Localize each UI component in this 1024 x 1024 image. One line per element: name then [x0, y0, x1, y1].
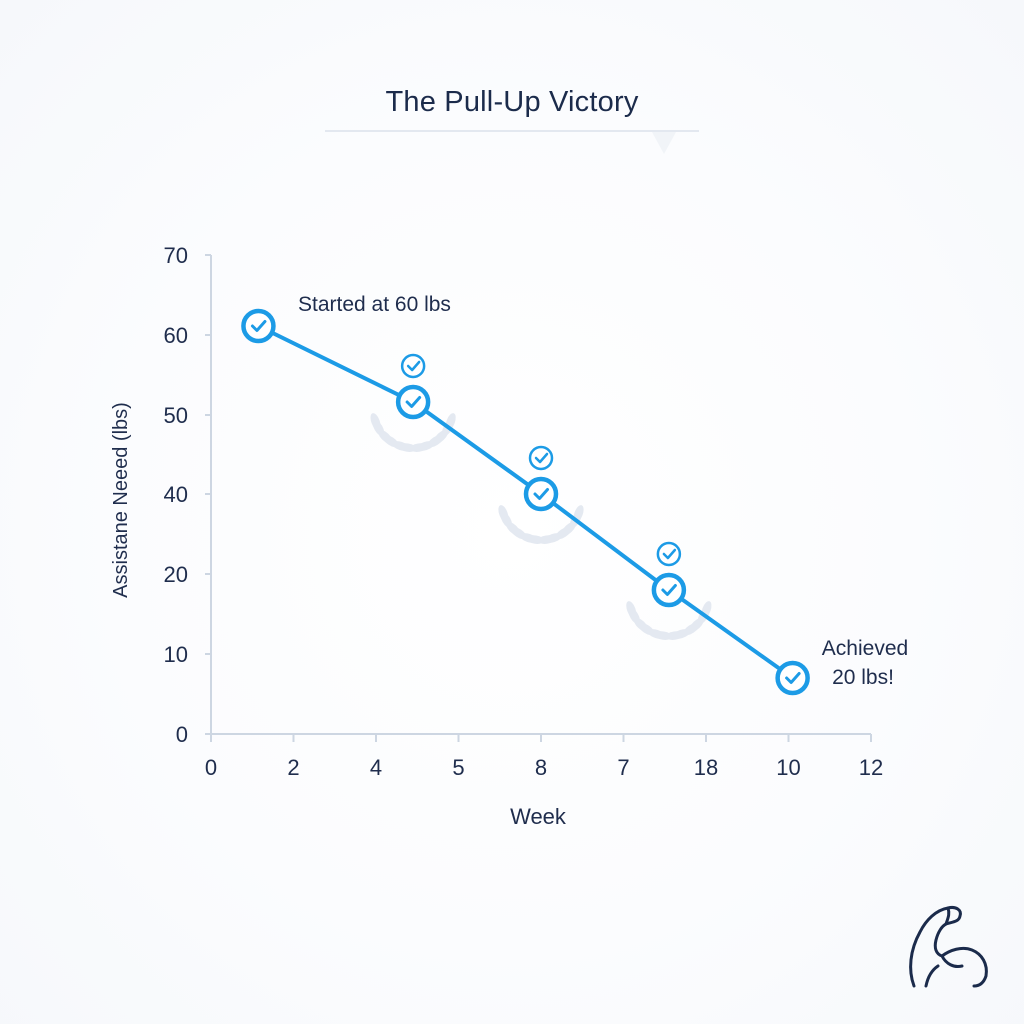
laurel-leaf	[665, 631, 684, 640]
chart-title: The Pull-Up Victory	[385, 86, 639, 118]
check-icon	[250, 320, 267, 332]
check-icon	[661, 584, 677, 596]
badge-circle	[528, 445, 554, 471]
x-tick-label: 7	[617, 755, 629, 780]
data-point	[241, 308, 276, 344]
data-point-circle	[775, 660, 810, 696]
laurel-leaf	[647, 629, 666, 639]
check-icon	[533, 488, 549, 500]
title-notch	[652, 132, 676, 154]
x-tick-label: 5	[452, 755, 464, 780]
data-point	[775, 660, 810, 696]
laurel-leaf	[370, 413, 381, 431]
laurel-leaf	[378, 429, 393, 444]
badge-check-icon	[662, 548, 677, 560]
x-tick-label: 10	[776, 755, 800, 780]
x-tick-label: 8	[535, 755, 547, 780]
data-point	[651, 572, 687, 608]
laurel-leaf	[537, 535, 556, 544]
annotation-end-line1: Achieved	[822, 637, 908, 660]
laurel-leaf	[683, 623, 700, 636]
annotation-end-line2: 20 lbs!	[832, 666, 894, 689]
data-point-circle	[241, 308, 276, 344]
badge-circle	[656, 541, 682, 567]
x-tick-label: 2	[287, 755, 299, 780]
y-tick-label: 20	[164, 562, 188, 587]
y-axis-label: Assistane Neeed (lbs)	[110, 402, 132, 598]
badge-check-icon	[534, 452, 549, 464]
data-point	[395, 384, 431, 420]
y-tick-label: 70	[164, 243, 188, 268]
laurel-leaf	[633, 617, 649, 632]
laurel-leaf	[498, 505, 509, 523]
data-point-circle	[651, 572, 687, 608]
check-icon	[785, 672, 801, 684]
series-line	[257, 324, 794, 680]
title-underline	[325, 130, 699, 132]
badge-circle	[400, 353, 426, 379]
laurel-leaf	[427, 435, 444, 448]
laurel-wreath-icon	[626, 541, 712, 640]
y-tick-label: 50	[164, 403, 188, 428]
laurel-leaf	[409, 443, 428, 452]
x-tick-label: 0	[205, 755, 217, 780]
laurel-leaf	[626, 601, 637, 619]
laurel-leaf	[555, 527, 572, 540]
laurel-leaf	[506, 521, 521, 536]
check-icon	[405, 396, 422, 408]
y-tick-label: 60	[164, 323, 188, 348]
laurel-leaf	[392, 441, 410, 451]
x-axis-label: Week	[510, 804, 567, 829]
laurel-wreath-icon	[498, 445, 584, 544]
y-tick-label: 10	[164, 642, 188, 667]
tick-layer: 0 10 20 40 50 60 70 0 2 4 5 8 7 18 10 12	[164, 243, 884, 780]
y-tick-label: 0	[176, 722, 188, 747]
x-tick-label: 12	[859, 755, 883, 780]
data-point-circle	[395, 384, 431, 420]
x-tick-label: 18	[694, 755, 718, 780]
annotation-start: Started at 60 lbs	[298, 293, 451, 316]
flexed-bicep-icon	[909, 906, 988, 988]
x-tick-label: 4	[370, 755, 382, 780]
data-point	[523, 476, 559, 512]
laurel-leaf	[519, 533, 538, 543]
badge-check-icon	[406, 360, 421, 372]
y-tick-label: 40	[164, 482, 188, 507]
data-point-circle	[523, 476, 559, 512]
data-points	[241, 308, 810, 696]
